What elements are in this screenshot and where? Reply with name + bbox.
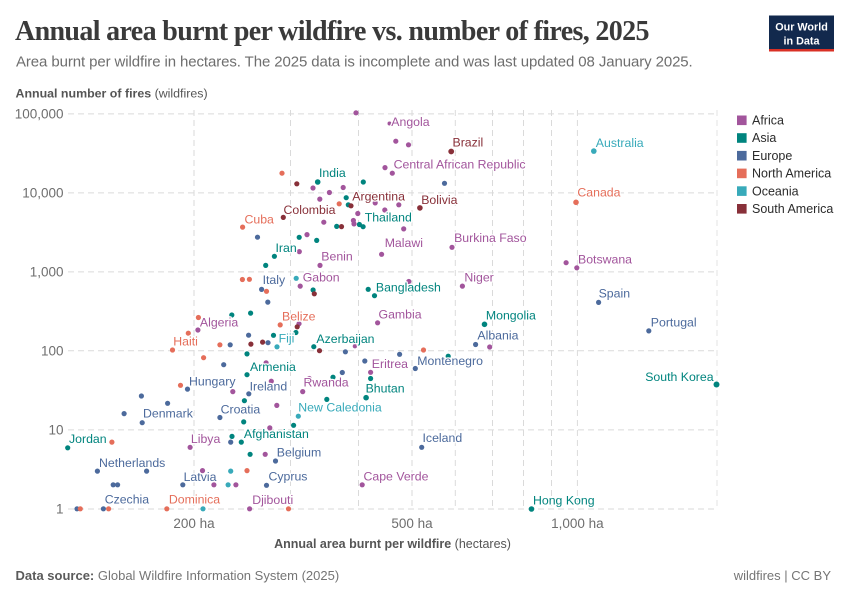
svg-text:Botswana: Botswana [578, 253, 632, 267]
svg-text:Bolivia: Bolivia [421, 193, 457, 207]
svg-text:Data source: Global Wildfire I: Data source: Global Wildfire Information… [16, 568, 340, 583]
svg-text:1,000: 1,000 [30, 265, 64, 280]
svg-text:Spain: Spain [599, 287, 631, 301]
svg-text:South America: South America [752, 202, 833, 216]
svg-text:India: India [319, 166, 346, 180]
svg-text:Mongolia: Mongolia [486, 309, 536, 323]
svg-text:Cyprus: Cyprus [269, 469, 308, 483]
svg-text:Europe: Europe [752, 149, 792, 163]
svg-text:Libya: Libya [191, 432, 221, 446]
svg-text:South Korea: South Korea [645, 370, 714, 384]
svg-text:Ireland: Ireland [250, 379, 288, 393]
svg-text:500 ha: 500 ha [391, 516, 433, 531]
svg-text:Afghanistan: Afghanistan [244, 427, 309, 441]
svg-text:10: 10 [48, 423, 63, 438]
svg-text:Niger: Niger [464, 271, 493, 285]
svg-text:Iran: Iran [276, 241, 297, 255]
svg-text:Canada: Canada [577, 185, 620, 199]
svg-text:Gabon: Gabon [303, 271, 340, 285]
svg-text:in Data: in Data [784, 35, 821, 47]
svg-text:Annual number of fires (wildfi: Annual number of fires (wildfires) [16, 86, 208, 100]
svg-text:100,000: 100,000 [15, 107, 64, 122]
svg-text:Annual area burnt per wildfire: Annual area burnt per wildfire vs. numbe… [15, 16, 649, 47]
svg-text:Haiti: Haiti [173, 335, 198, 349]
svg-text:Gambia: Gambia [379, 308, 422, 322]
svg-text:North America: North America [752, 167, 831, 181]
svg-text:Bhutan: Bhutan [366, 382, 405, 396]
svg-text:Australia: Australia [596, 136, 644, 150]
svg-text:Cape Verde: Cape Verde [364, 469, 429, 483]
svg-text:Albania: Albania [477, 329, 518, 343]
svg-text:Jordan: Jordan [69, 432, 107, 446]
svg-text:Latvia: Latvia [184, 470, 217, 484]
svg-text:wildfires | CC BY: wildfires | CC BY [733, 568, 832, 583]
svg-text:Azerbaijan: Azerbaijan [316, 332, 374, 346]
svg-text:Djibouti: Djibouti [252, 493, 293, 507]
svg-text:Oceania: Oceania [752, 184, 799, 198]
svg-text:Area burnt per wildfire in hec: Area burnt per wildfire in hectares. The… [16, 54, 693, 71]
svg-text:Africa: Africa [752, 114, 784, 128]
svg-text:Dominica: Dominica [169, 493, 220, 507]
svg-text:Benin: Benin [321, 250, 353, 264]
svg-text:New Caledonia: New Caledonia [298, 400, 382, 414]
svg-text:1,000 ha: 1,000 ha [551, 516, 604, 531]
svg-text:Czechia: Czechia [105, 493, 150, 507]
svg-text:Central African Republic: Central African Republic [394, 157, 526, 171]
svg-text:Thailand: Thailand [365, 210, 412, 224]
svg-text:1: 1 [56, 502, 64, 517]
svg-text:Our World: Our World [775, 22, 828, 34]
svg-text:Malawi: Malawi [385, 236, 423, 250]
svg-text:Netherlands: Netherlands [99, 456, 165, 470]
svg-text:Hong Kong: Hong Kong [533, 494, 595, 508]
svg-text:Armenia: Armenia [250, 360, 296, 374]
svg-text:Fiji: Fiji [279, 331, 295, 345]
svg-text:Cuba: Cuba [245, 212, 275, 226]
svg-text:Asia: Asia [752, 131, 776, 145]
svg-text:200 ha: 200 ha [173, 516, 215, 531]
svg-text:Algeria: Algeria [200, 315, 238, 329]
svg-text:Montenegro: Montenegro [417, 354, 483, 368]
svg-text:Rwanda: Rwanda [304, 376, 349, 390]
svg-text:Brazil: Brazil [453, 135, 484, 149]
svg-text:Portugal: Portugal [651, 316, 697, 330]
svg-text:Hungary: Hungary [189, 375, 236, 389]
svg-text:Burkina Faso: Burkina Faso [454, 231, 527, 245]
svg-text:Colombia: Colombia [284, 203, 336, 217]
svg-text:100: 100 [41, 343, 64, 358]
svg-text:Denmark: Denmark [143, 407, 194, 421]
svg-text:Eritrea: Eritrea [372, 357, 408, 371]
svg-text:Italy: Italy [263, 273, 286, 287]
svg-text:Belgium: Belgium [277, 446, 321, 460]
svg-text:Belize: Belize [282, 309, 316, 323]
svg-text:Angola: Angola [391, 115, 429, 129]
svg-text:10,000: 10,000 [22, 186, 63, 201]
svg-text:Bangladesh: Bangladesh [376, 281, 441, 295]
svg-text:Iceland: Iceland [423, 431, 463, 445]
svg-text:Argentina: Argentina [352, 189, 405, 203]
svg-text:Croatia: Croatia [221, 402, 261, 416]
svg-text:Annual area burnt per wildfire: Annual area burnt per wildfire (hectares… [274, 537, 511, 551]
